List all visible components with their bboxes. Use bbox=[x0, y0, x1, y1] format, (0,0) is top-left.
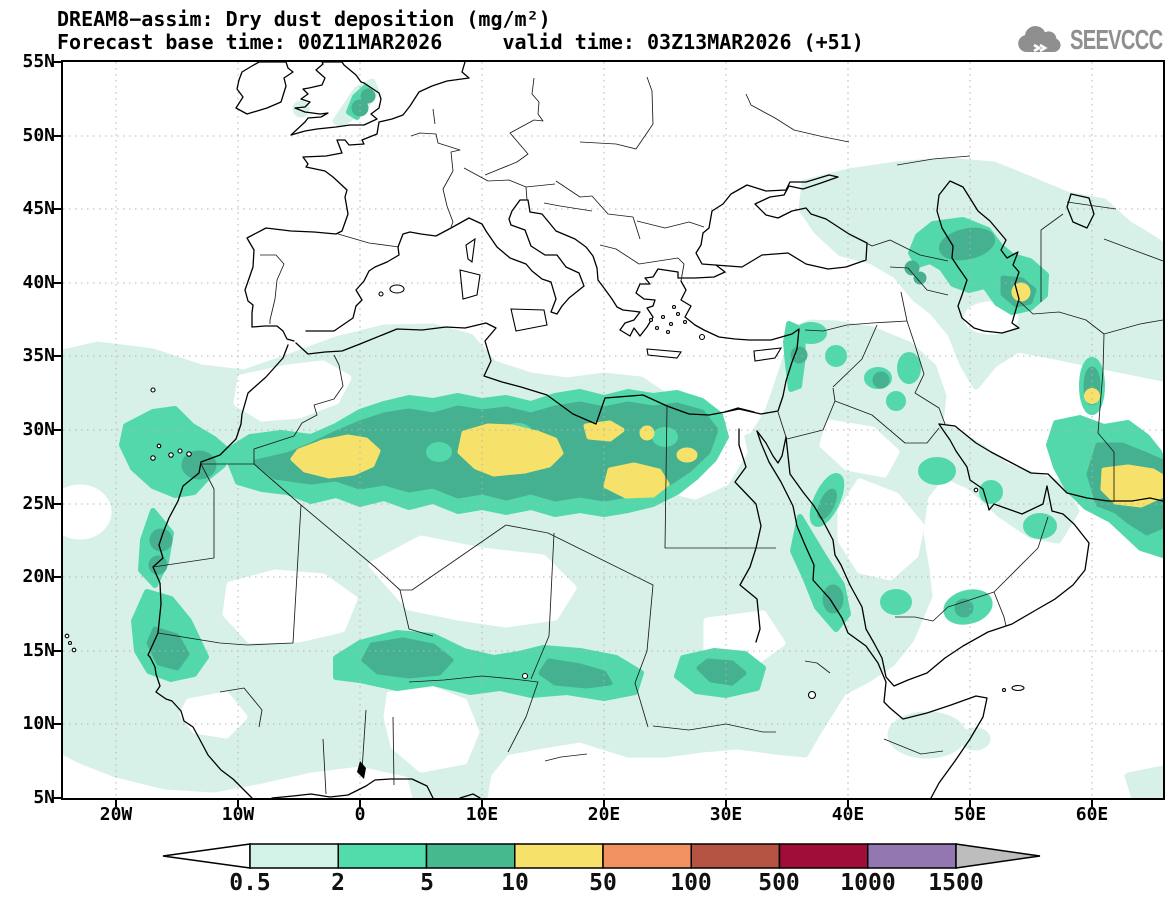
chart-title: DREAM8−assim: Dry dust deposition (mg/m²… bbox=[57, 7, 551, 31]
lat-label-25n: 25N bbox=[22, 493, 55, 514]
colorbar-segment bbox=[602, 843, 692, 869]
colorbar-underflow-arrow bbox=[162, 843, 251, 869]
lat-label-20n: 20N bbox=[22, 566, 55, 587]
lon-label-30e: 30E bbox=[709, 804, 743, 825]
dust-map bbox=[63, 62, 1163, 798]
colorbar-label: 100 bbox=[670, 870, 712, 896]
colorbar-segment bbox=[337, 843, 428, 869]
colorbar-label: 2 bbox=[331, 870, 345, 896]
lat-label-10n: 10N bbox=[22, 713, 55, 734]
lat-label-45n: 45N bbox=[22, 198, 55, 219]
colorbar-segment bbox=[514, 843, 604, 869]
colorbar-label: 50 bbox=[589, 870, 617, 896]
lat-label-55n: 55N bbox=[22, 51, 55, 72]
colorbar-label: 5 bbox=[420, 870, 434, 896]
lon-label-0: 0 bbox=[354, 804, 366, 825]
map-area bbox=[61, 60, 1165, 800]
colorbar-label: 0.5 bbox=[229, 870, 271, 896]
lon-label-20w: 20W bbox=[99, 804, 133, 825]
islands bbox=[64, 237, 1025, 693]
lon-label-20e: 20E bbox=[587, 804, 621, 825]
colorbar-segment bbox=[249, 843, 339, 869]
colorbar-label: 1500 bbox=[928, 870, 984, 896]
lon-label-50e: 50E bbox=[953, 804, 987, 825]
colorbar-segment bbox=[867, 843, 957, 869]
colorbar-label: 500 bbox=[758, 870, 800, 896]
coastlines bbox=[147, 62, 1163, 798]
logo-text: SEEVCCC bbox=[1070, 24, 1163, 55]
lat-label-5n: 5N bbox=[33, 787, 55, 808]
lat-label-50n: 50N bbox=[22, 125, 55, 146]
forecast-time-subtitle: Forecast base time: 00Z11MAR2026 valid t… bbox=[57, 30, 864, 54]
lon-label-60e: 60E bbox=[1075, 804, 1109, 825]
colorbar-label: 10 bbox=[501, 870, 529, 896]
country-borders bbox=[152, 76, 1163, 795]
lat-label-40n: 40N bbox=[22, 272, 55, 293]
colorbar-segment bbox=[690, 843, 781, 869]
lakes bbox=[357, 673, 817, 779]
lon-label-40e: 40E bbox=[831, 804, 865, 825]
seevccc-logo: SEEVCCC bbox=[1014, 22, 1165, 58]
lat-label-35n: 35N bbox=[22, 345, 55, 366]
lon-label-10w: 10W bbox=[221, 804, 255, 825]
lon-label-10e: 10E bbox=[465, 804, 499, 825]
colorbar-overflow-arrow bbox=[955, 843, 1041, 869]
dust-level-10-50 bbox=[290, 282, 1163, 508]
lat-label-30n: 30N bbox=[22, 419, 55, 440]
colorbar-segment bbox=[778, 843, 869, 869]
lat-label-15n: 15N bbox=[22, 640, 55, 661]
graticule bbox=[63, 62, 1163, 798]
colorbar bbox=[162, 843, 1041, 869]
cloud-icon bbox=[1018, 25, 1061, 53]
colorbar-label: 1000 bbox=[840, 870, 896, 896]
colorbar-segment bbox=[425, 843, 516, 869]
